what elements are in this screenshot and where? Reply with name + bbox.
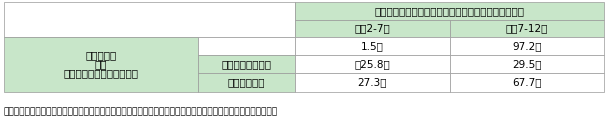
Bar	[450, 20, 604, 37]
Text: 情報通信産業サービス部門: 情報通信産業サービス部門	[63, 69, 138, 78]
Bar	[295, 55, 450, 73]
Text: 97.2％: 97.2％	[512, 41, 542, 51]
Text: （波及先）: （波及先）	[85, 50, 117, 61]
Bar	[198, 55, 295, 73]
Bar	[295, 73, 450, 92]
Text: 関東: 関東	[95, 60, 107, 69]
Bar	[295, 2, 604, 20]
Text: （波及元）関東以外の８地域／情報通信産業製造部門: （波及元）関東以外の８地域／情報通信産業製造部門	[375, 6, 524, 16]
Text: 27.3％: 27.3％	[357, 78, 387, 87]
Bar	[4, 2, 295, 37]
Text: 平成2-7年: 平成2-7年	[354, 24, 390, 33]
Text: 1.5％: 1.5％	[361, 41, 384, 51]
Text: 29.5％: 29.5％	[512, 59, 542, 69]
Bar	[450, 73, 604, 92]
Bar	[198, 73, 295, 92]
Text: （出典）総務省情報通信政策研究所「情報通信による地域経済や地域産業に与えるインパクトに関する調査研究」: （出典）総務省情報通信政策研究所「情報通信による地域経済や地域産業に与えるインパ…	[4, 107, 278, 116]
Bar	[295, 20, 450, 37]
Bar	[450, 37, 604, 55]
Bar	[450, 55, 604, 73]
Bar	[198, 37, 295, 55]
Text: 67.7％: 67.7％	[512, 78, 542, 87]
Text: －25.8％: －25.8％	[354, 59, 390, 69]
Text: 国内生産構造要因: 国内生産構造要因	[222, 59, 272, 69]
Text: 平成7-12年: 平成7-12年	[506, 24, 548, 33]
Bar	[4, 37, 198, 92]
Text: 最終需要要因: 最終需要要因	[228, 78, 266, 87]
Bar	[295, 37, 450, 55]
